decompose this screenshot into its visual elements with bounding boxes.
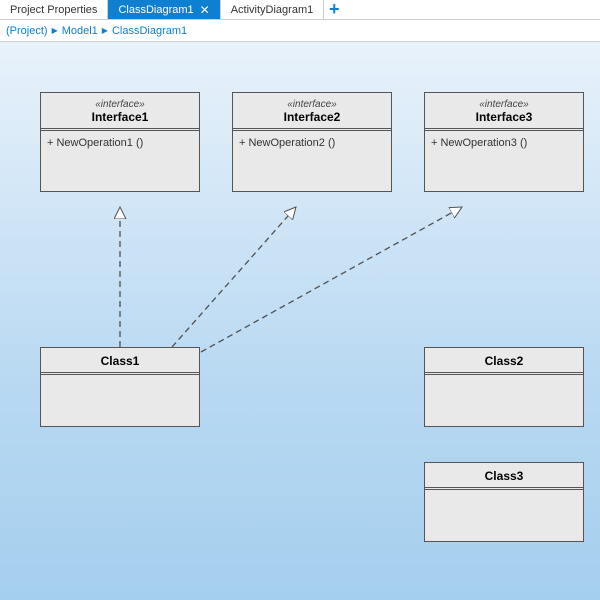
box-header: «interface»Interface3	[425, 93, 583, 129]
members-compartment	[41, 375, 199, 425]
class-box[interactable]: Class1	[40, 347, 200, 427]
interface-name: Interface3	[429, 110, 579, 124]
close-icon[interactable]: ✕	[200, 3, 210, 17]
interface-box[interactable]: «interface»Interface2+ NewOperation2 ()	[232, 92, 392, 192]
tab-class-diagram[interactable]: ClassDiagram1 ✕	[108, 0, 220, 19]
members-compartment	[425, 375, 583, 425]
class-name: Class2	[429, 354, 579, 368]
members-compartment	[425, 490, 583, 540]
tab-label: Project Properties	[10, 4, 97, 16]
stereotype-label: «interface»	[45, 99, 195, 110]
interface-box[interactable]: «interface»Interface1+ NewOperation1 ()	[40, 92, 200, 192]
diagram-canvas[interactable]: «interface»Interface1+ NewOperation1 ()«…	[0, 42, 600, 600]
box-header: Class2	[425, 348, 583, 373]
breadcrumb-project[interactable]: (Project)	[6, 25, 48, 37]
breadcrumb-model[interactable]: Model1	[62, 25, 98, 37]
interface-name: Interface2	[237, 110, 387, 124]
tab-label: ActivityDiagram1	[231, 4, 314, 16]
stereotype-label: «interface»	[429, 99, 579, 110]
box-header: «interface»Interface2	[233, 93, 391, 129]
stereotype-label: «interface»	[237, 99, 387, 110]
box-header: «interface»Interface1	[41, 93, 199, 129]
class-name: Class3	[429, 469, 579, 483]
operations-compartment: + NewOperation3 ()	[425, 131, 583, 181]
tab-activity-diagram[interactable]: ActivityDiagram1	[221, 0, 325, 19]
interface-name: Interface1	[45, 110, 195, 124]
chevron-right-icon: ▶	[52, 26, 58, 35]
operations-compartment: + NewOperation2 ()	[233, 131, 391, 181]
breadcrumb: (Project) ▶ Model1 ▶ ClassDiagram1	[0, 20, 600, 42]
realization-edge	[201, 207, 462, 352]
box-header: Class3	[425, 463, 583, 488]
class-box[interactable]: Class3	[424, 462, 584, 542]
tab-label: ClassDiagram1	[118, 4, 193, 16]
breadcrumb-diagram[interactable]: ClassDiagram1	[112, 25, 187, 37]
add-tab-button[interactable]: +	[324, 0, 344, 19]
class-name: Class1	[45, 354, 195, 368]
tab-project-properties[interactable]: Project Properties	[0, 0, 108, 19]
operations-compartment: + NewOperation1 ()	[41, 131, 199, 181]
box-header: Class1	[41, 348, 199, 373]
tab-bar: Project Properties ClassDiagram1 ✕ Activ…	[0, 0, 600, 20]
class-box[interactable]: Class2	[424, 347, 584, 427]
chevron-right-icon: ▶	[102, 26, 108, 35]
interface-box[interactable]: «interface»Interface3+ NewOperation3 ()	[424, 92, 584, 192]
realization-edge	[172, 207, 296, 347]
